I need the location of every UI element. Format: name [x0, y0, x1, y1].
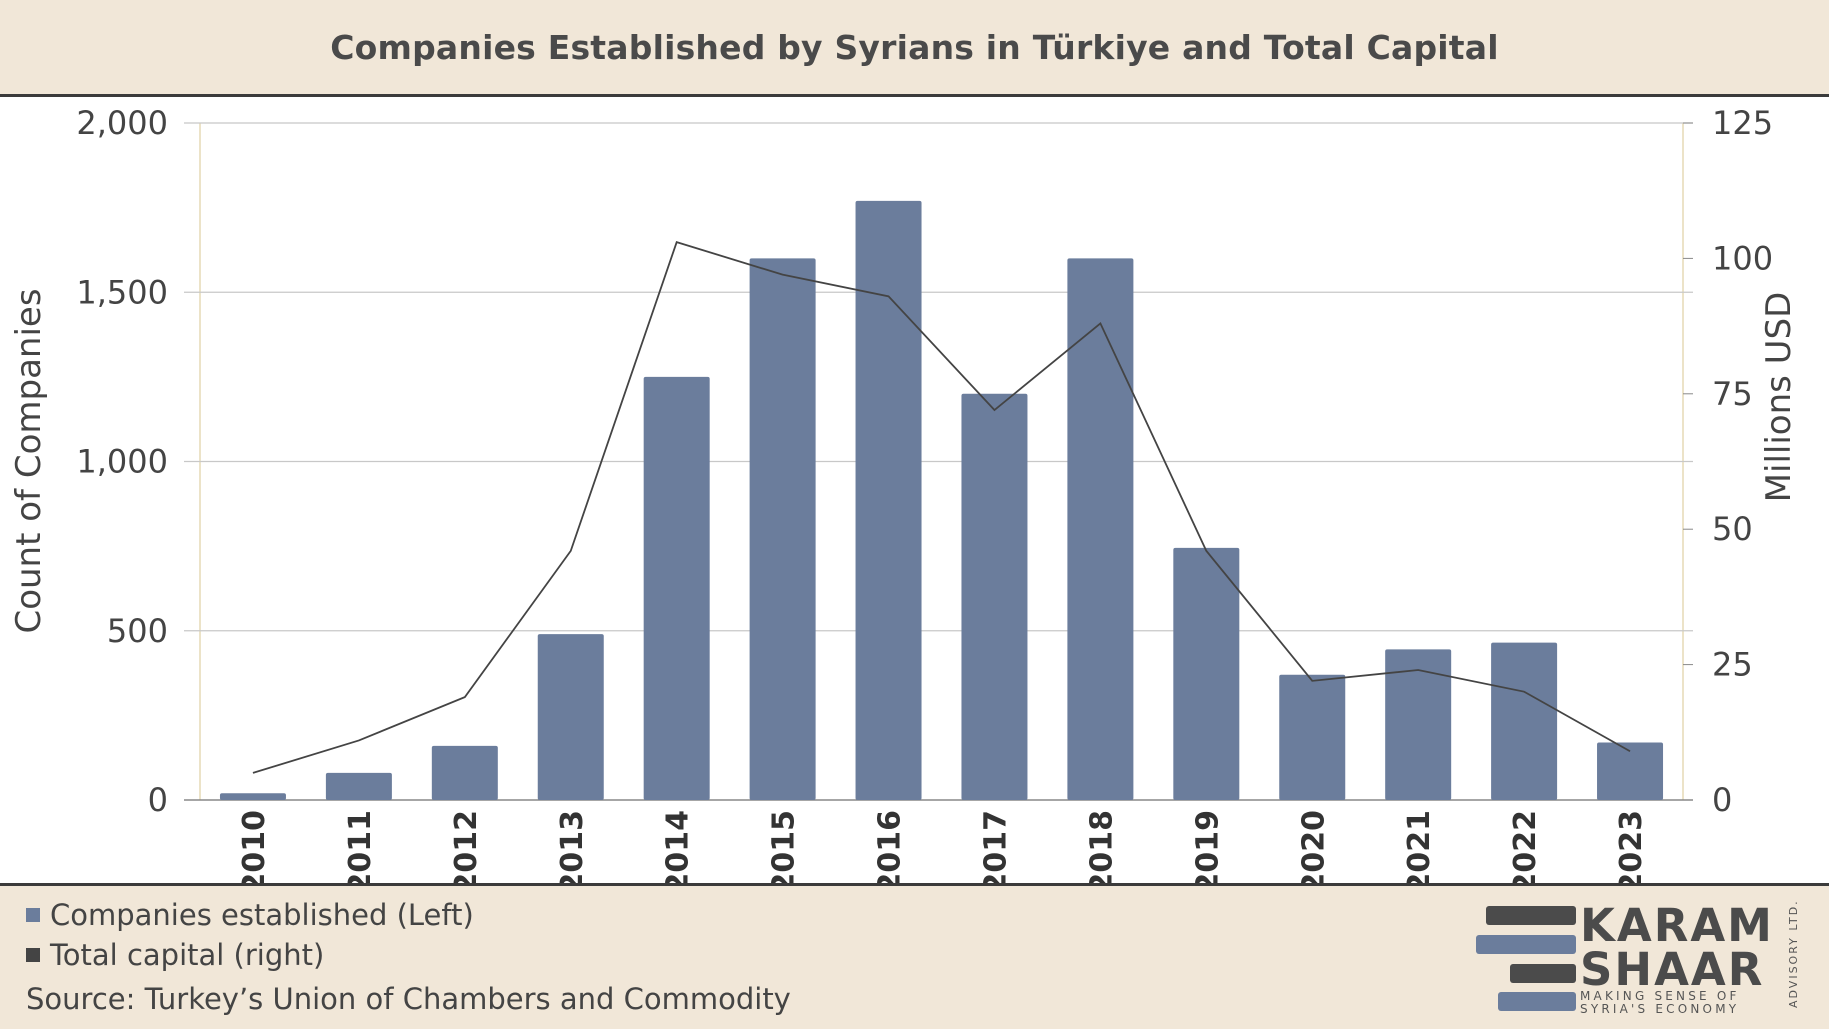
- title-bar: Companies Established by Syrians in Türk…: [0, 0, 1829, 97]
- x-tick-label: 2011: [343, 810, 378, 883]
- bar-2020: [1279, 674, 1346, 800]
- y-tick-label-right: 75: [1712, 375, 1753, 413]
- x-tick-label: 2017: [978, 810, 1013, 883]
- logo-tag2: SYRIA'S ECONOMY: [1580, 1002, 1740, 1016]
- legend-item-capital: Total capital (right): [26, 935, 474, 975]
- logo-line1: KARAM: [1580, 899, 1774, 952]
- y-tick-label-left: 2,000: [76, 104, 168, 142]
- bar-2017: [961, 393, 1028, 800]
- logo-vertical-text: ADVISORY LTD.: [1787, 899, 1800, 1008]
- y-tick-label-left: 500: [107, 612, 168, 650]
- logo-bar-2: [1476, 935, 1576, 954]
- logo-bar-4: [1498, 992, 1576, 1011]
- y-tick-label-right: 25: [1712, 646, 1753, 684]
- logo-tag1: MAKING SENSE OF: [1580, 989, 1740, 1003]
- bar-2018: [1067, 258, 1134, 800]
- bar-2016: [855, 200, 922, 801]
- chart-svg: 0 500 1,000 1,500 2,000 0 25 50 75 100 125 Count of…: [9, 104, 1799, 883]
- bar-2023: [1597, 742, 1664, 800]
- x-tick-label: 2012: [449, 810, 484, 883]
- x-tick-label: 2019: [1190, 810, 1225, 883]
- x-tick-label: 2022: [1508, 810, 1543, 883]
- y-axis-title-right: Millions USD: [1759, 292, 1799, 503]
- y-tick-label-left: 1,000: [76, 443, 168, 481]
- x-tick-label: 2021: [1402, 810, 1437, 883]
- x-tick-label: 2016: [873, 810, 908, 883]
- capital-line: [252, 241, 1631, 774]
- legend-item-companies: Companies established (Left): [26, 895, 474, 935]
- y-tick-label-left: 1,500: [76, 273, 168, 311]
- logo-wordmark: KARAM SHAAR: [1580, 899, 1774, 996]
- legend-swatch-bar: [26, 908, 40, 922]
- x-tick-label: 2010: [237, 810, 272, 883]
- logo-line2: SHAAR: [1580, 943, 1765, 996]
- bar-2021: [1385, 649, 1452, 800]
- legend-swatch-line: [26, 948, 40, 962]
- bar-2011: [325, 772, 392, 800]
- x-tick-label: 2013: [555, 810, 590, 883]
- chart-title: Companies Established by Syrians in Türk…: [330, 27, 1499, 67]
- x-tick-label: 2015: [767, 810, 802, 883]
- y-tick-label-right: 125: [1712, 104, 1773, 142]
- legend-label-capital: Total capital (right): [50, 938, 325, 972]
- bar-2010: [219, 793, 286, 800]
- y-axis-title-left: Count of Companies: [9, 288, 49, 633]
- x-tick-label: 2020: [1296, 810, 1331, 883]
- bar-2014: [643, 376, 710, 800]
- y-tick-label-right: 100: [1712, 239, 1773, 277]
- y-tick-label-right: 50: [1712, 510, 1753, 548]
- x-tick-label: 2018: [1084, 810, 1119, 883]
- y-tick-label-right: 0: [1712, 781, 1732, 819]
- plot-area: 0 500 1,000 1,500 2,000 0 25 50 75 100 125 Count of…: [0, 97, 1829, 886]
- logo-bar-1: [1486, 906, 1576, 925]
- bar-2022: [1491, 642, 1558, 800]
- source-note: Source: Turkey’s Union of Chambers and C…: [26, 982, 791, 1016]
- legend: Companies established (Left) Total capit…: [26, 895, 474, 975]
- y-tick-label-left: 0: [148, 781, 168, 819]
- bar-2019: [1173, 547, 1240, 800]
- x-tick-label: 2023: [1614, 810, 1649, 883]
- logo-tagline: MAKING SENSE OF SYRIA'S ECONOMY: [1580, 990, 1740, 1016]
- karam-shaar-logo: KARAM SHAAR MAKING SENSE OF SYRIA'S ECON…: [1470, 899, 1810, 1020]
- legend-label-companies: Companies established (Left): [50, 898, 474, 932]
- bar-2012: [431, 745, 498, 800]
- logo-bar-3: [1510, 964, 1576, 983]
- bar-2015: [749, 258, 816, 800]
- bar-2013: [537, 634, 604, 800]
- x-tick-label: 2014: [661, 810, 696, 883]
